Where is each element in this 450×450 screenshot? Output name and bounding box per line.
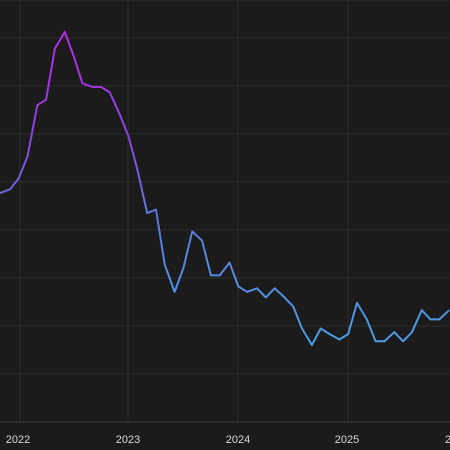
gridlines <box>0 0 450 422</box>
data-point <box>183 268 184 269</box>
data-point <box>137 169 138 170</box>
data-point <box>82 83 83 84</box>
data-point <box>73 55 74 56</box>
x-tick-label: 2024 <box>226 434 250 446</box>
series-line <box>0 31 450 346</box>
data-point <box>202 240 203 241</box>
data-point <box>64 31 65 32</box>
data-point <box>147 213 148 214</box>
data-point <box>46 99 47 100</box>
data-point <box>311 344 312 345</box>
data-point <box>403 341 404 342</box>
data-point <box>301 328 302 329</box>
data-point <box>37 105 38 106</box>
x-tick-label: 2022 <box>6 434 30 446</box>
data-point <box>394 332 395 333</box>
data-point <box>119 114 120 115</box>
data-point <box>210 275 211 276</box>
data-point <box>109 92 110 93</box>
data-point <box>274 288 275 289</box>
data-point <box>329 333 330 334</box>
data-point <box>164 264 165 265</box>
data-point <box>411 332 412 333</box>
data-point <box>128 136 129 137</box>
data-point <box>348 333 349 334</box>
data-point <box>439 319 440 320</box>
data-point <box>174 291 175 292</box>
data-point <box>54 48 55 49</box>
data-point <box>339 339 340 340</box>
data-point <box>219 275 220 276</box>
x-tick-label: 2023 <box>116 434 140 446</box>
data-point <box>9 189 10 190</box>
data-point <box>229 262 230 263</box>
x-axis-ticks: 2022 2023 2024 2025 2 <box>6 434 450 446</box>
data-point <box>18 178 19 179</box>
data-point <box>265 297 266 298</box>
data-point <box>421 310 422 311</box>
data-point <box>320 328 321 329</box>
data-point <box>247 291 248 292</box>
series-group <box>0 31 450 346</box>
data-point <box>430 319 431 320</box>
data-point <box>356 302 357 303</box>
data-point <box>366 319 367 320</box>
data-point <box>375 341 376 342</box>
data-point <box>192 231 193 232</box>
data-point <box>92 86 93 87</box>
data-point <box>238 286 239 287</box>
data-point <box>100 86 101 87</box>
data-point <box>284 297 285 298</box>
data-point <box>293 306 294 307</box>
data-point <box>384 341 385 342</box>
x-tick-label: 2025 <box>335 434 359 446</box>
data-point <box>155 209 156 210</box>
x-tick-label: 2 <box>445 434 450 446</box>
data-point <box>27 156 28 157</box>
data-point <box>256 288 257 289</box>
